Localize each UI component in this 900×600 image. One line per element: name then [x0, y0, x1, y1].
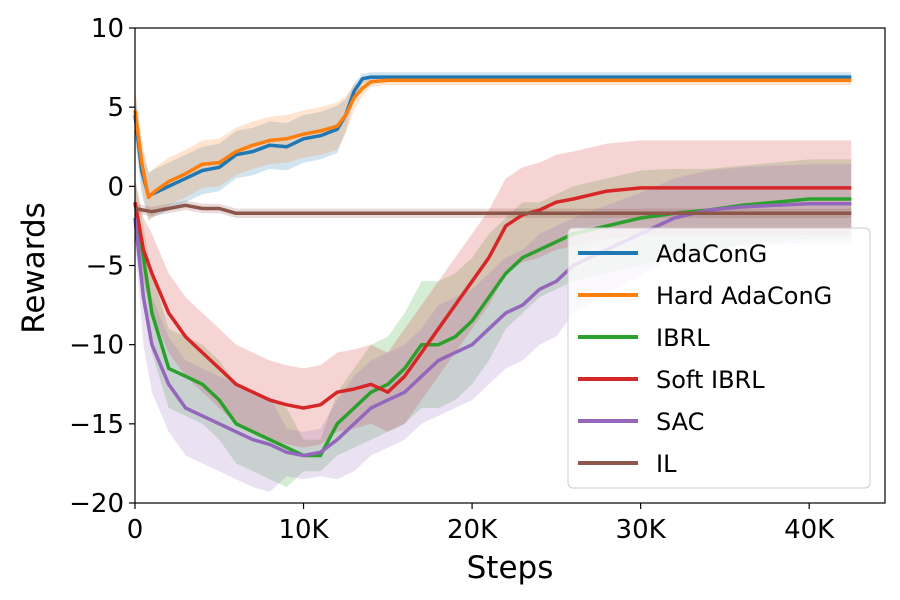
x-tick-label: 10K	[278, 515, 329, 545]
line-series-0	[133, 75, 852, 198]
y-tick-label: −15	[69, 410, 124, 440]
x-tick-label: 30K	[616, 515, 667, 545]
line-series-2	[133, 197, 852, 458]
y-axis-label: Rewards	[16, 202, 52, 334]
legend-box	[567, 227, 871, 489]
line-series-3	[133, 186, 852, 410]
line-series-1	[133, 78, 852, 200]
y-tick-label: 0	[107, 172, 124, 202]
legend-label-3: Soft IBRL	[656, 366, 765, 394]
x-axis-label: Steps	[467, 550, 554, 586]
x-tick-label: 0	[127, 515, 144, 545]
y-axis-ticks: 10 5 0 −5 −10 −15 −20	[69, 14, 135, 519]
legend-label-0: AdaConG	[656, 240, 767, 268]
x-tick-label: 40K	[784, 515, 835, 545]
y-tick-label: 10	[91, 14, 124, 44]
x-tick-label: 20K	[447, 515, 498, 545]
legend-label-5: IL	[656, 450, 677, 478]
x-axis-ticks: 0 10K 20K 30K 40K	[127, 503, 835, 545]
y-tick-label: −20	[69, 489, 124, 519]
legend-label-2: IBRL	[656, 324, 710, 352]
y-tick-label: −10	[69, 331, 124, 361]
legend-label-1: Hard AdaConG	[656, 282, 832, 310]
band-series-1	[135, 75, 852, 222]
y-tick-label: −5	[86, 252, 124, 282]
line-series-5	[134, 203, 852, 216]
legend: AdaConG Hard AdaConG IBRL Soft IBRL SAC IL	[567, 227, 871, 489]
y-tick-label: 5	[107, 93, 124, 123]
legend-label-4: SAC	[656, 408, 704, 436]
